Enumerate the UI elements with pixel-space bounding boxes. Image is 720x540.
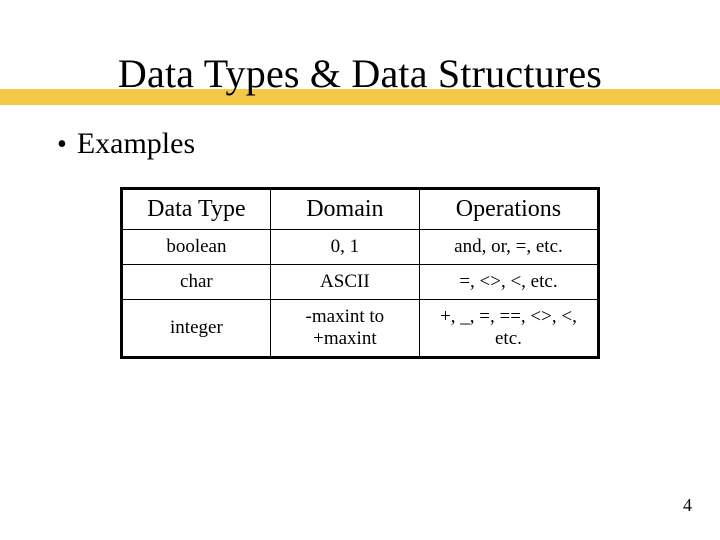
table-cell: =, <>, <, etc. <box>419 265 598 300</box>
table-row: boolean 0, 1 and, or, =, etc. <box>122 230 599 265</box>
table-header: Data Type <box>122 189 271 230</box>
bullet-item: • Examples <box>57 127 665 161</box>
table-cell: boolean <box>122 230 271 265</box>
table-cell: char <box>122 265 271 300</box>
table-cell: -maxint to +maxint <box>270 300 419 358</box>
table-cell: +, _, =, ==, <>, <, etc. <box>419 300 598 358</box>
page-title: Data Types & Data Structures <box>55 50 665 97</box>
page-number: 4 <box>683 495 692 516</box>
slide: Data Types & Data Structures • Examples … <box>0 0 720 540</box>
table-row: char ASCII =, <>, <, etc. <box>122 265 599 300</box>
table-cell: and, or, =, etc. <box>419 230 598 265</box>
bullet-text: Examples <box>77 127 195 161</box>
title-wrap: Data Types & Data Structures <box>55 50 665 97</box>
table-header: Operations <box>419 189 598 230</box>
table-cell: ASCII <box>270 265 419 300</box>
table-header: Domain <box>270 189 419 230</box>
table-cell: 0, 1 <box>270 230 419 265</box>
table-cell: integer <box>122 300 271 358</box>
table-header-row: Data Type Domain Operations <box>122 189 599 230</box>
data-types-table: Data Type Domain Operations boolean 0, 1… <box>120 187 600 359</box>
bullet-dot-icon: • <box>57 131 67 159</box>
table-row: integer -maxint to +maxint +, _, =, ==, … <box>122 300 599 358</box>
